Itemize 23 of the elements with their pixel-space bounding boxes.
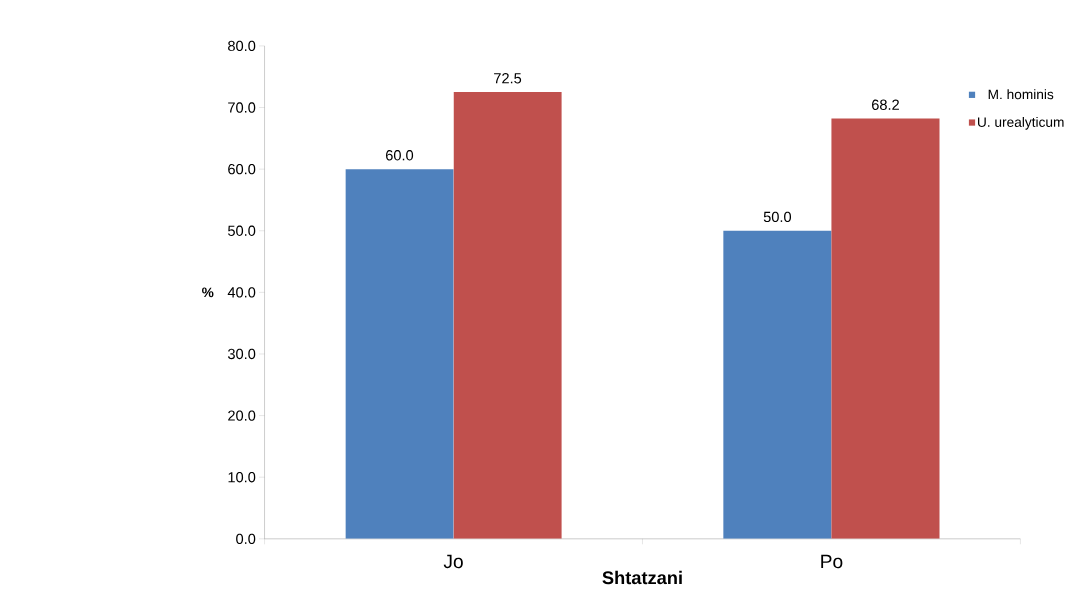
x-tick-label: Po: [821, 555, 843, 569]
y-tick-label: 70.0: [228, 102, 256, 113]
y-tick-label: 0.0: [236, 533, 256, 545]
data-label: 50.0: [763, 211, 792, 223]
x-tick-label: Jo: [443, 555, 463, 569]
x-axis-title: Shtatzani: [602, 571, 682, 585]
y-tick-label: 60.0: [228, 164, 256, 175]
bar: [723, 231, 832, 540]
y-tick-label: 10.0: [228, 472, 256, 483]
y-tick-label: 80.0: [228, 41, 256, 52]
y-tick-label: 50.0: [228, 225, 256, 237]
data-label: 60.0: [386, 150, 414, 161]
y-tick-label: 40.0: [227, 287, 256, 298]
data-label: 68.2: [872, 99, 899, 111]
bar: [453, 92, 562, 540]
y-tick-label: 30.0: [227, 349, 256, 360]
bar: [831, 118, 940, 540]
y-tick-label: 20.0: [228, 410, 256, 422]
y-axis-title: %: [202, 287, 214, 298]
legend-label: M. hominis: [988, 89, 1054, 100]
legend-label: U. urealyticum: [978, 117, 1064, 130]
data-label: 72.5: [494, 73, 522, 84]
bar: [345, 169, 454, 540]
